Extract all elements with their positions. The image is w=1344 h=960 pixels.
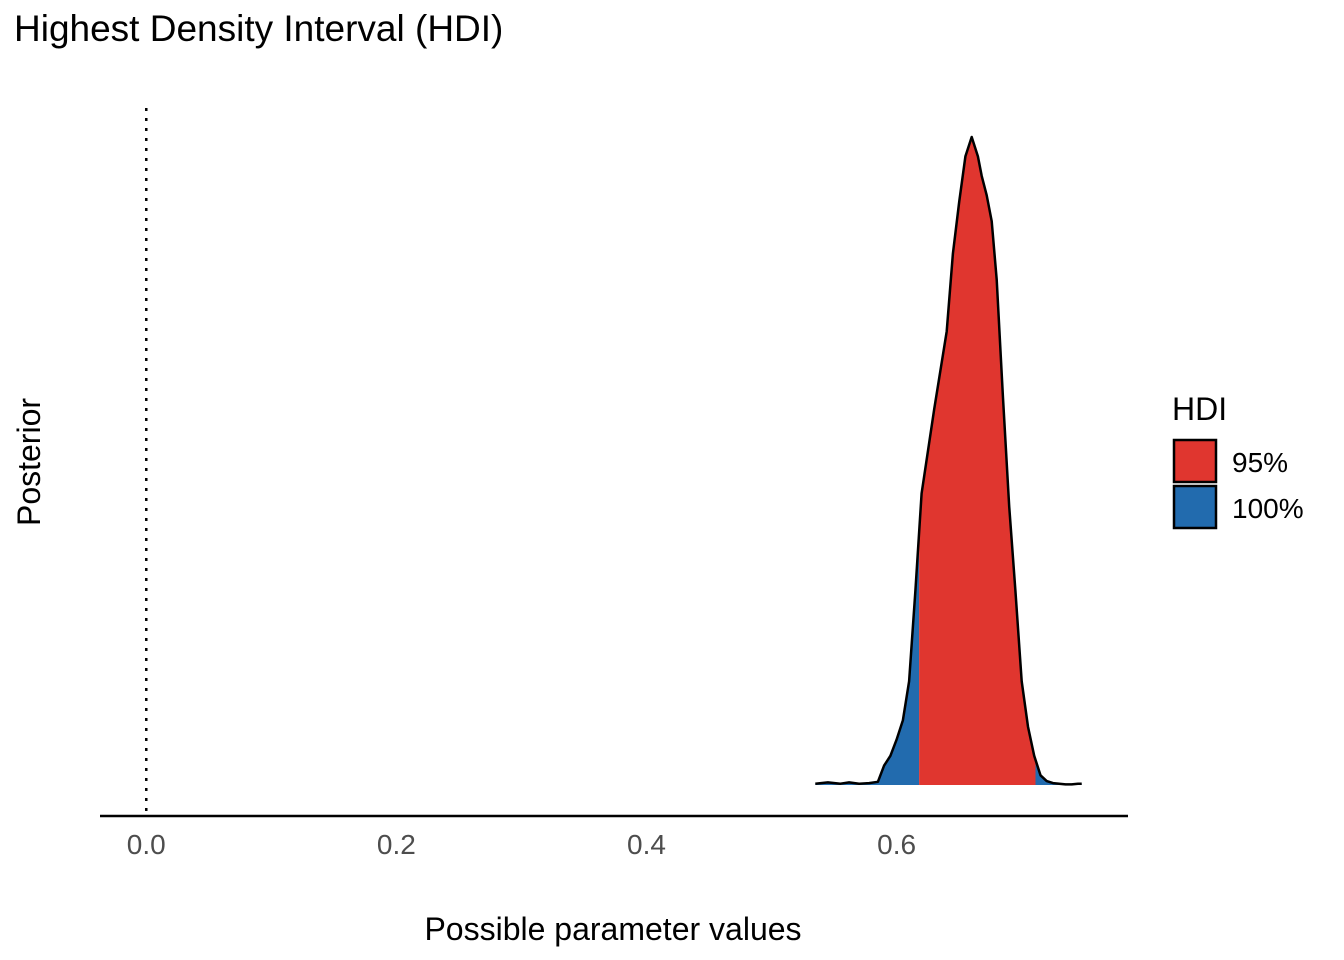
legend: 95% 100% — [1172, 438, 1304, 530]
hdi-100-right-region — [1035, 759, 1082, 785]
x-axis-ticks: 0.0 0.2 0.4 0.6 — [127, 829, 916, 860]
legend-swatch — [1172, 484, 1218, 530]
hdi-95-region — [919, 137, 1036, 785]
x-axis-title: Possible parameter values — [424, 911, 801, 947]
legend-swatch — [1172, 438, 1218, 484]
x-tick-label: 0.2 — [377, 829, 416, 860]
x-tick-label: 0.4 — [627, 829, 666, 860]
plot-area — [145, 108, 1082, 816]
y-axis-title: Posterior — [11, 398, 47, 526]
legend-label: 100% — [1232, 493, 1304, 524]
x-tick-label: 0.0 — [127, 829, 166, 860]
x-tick-label: 0.6 — [877, 829, 916, 860]
hdi-100-left-region — [815, 532, 920, 785]
chart-title: Highest Density Interval (HDI) — [14, 8, 504, 49]
legend-title: HDI — [1172, 391, 1227, 427]
density-curve — [815, 135, 1082, 786]
legend-label: 95% — [1232, 447, 1288, 478]
